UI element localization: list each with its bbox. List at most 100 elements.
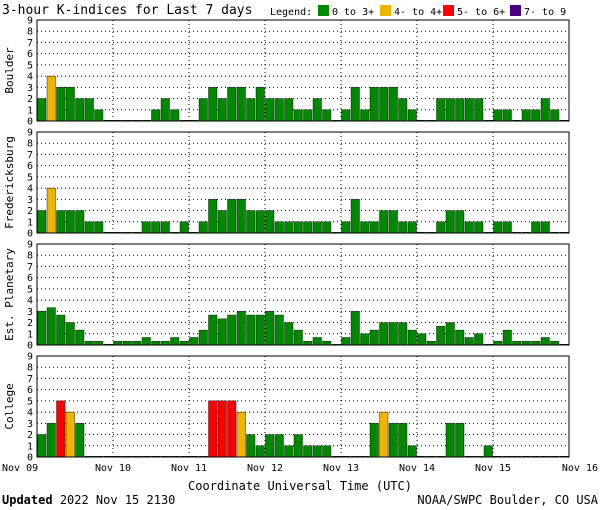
bar [56, 87, 66, 122]
bar [445, 423, 455, 458]
bar [122, 341, 132, 346]
bar [46, 75, 56, 122]
bar [151, 221, 161, 234]
bar [388, 87, 398, 122]
bar [312, 98, 322, 122]
y-tick-label: 8 [27, 139, 33, 150]
panel-label: Boulder [3, 47, 16, 94]
bar [189, 337, 199, 346]
bar [455, 329, 465, 346]
bar [198, 98, 208, 122]
y-tick-label: 0 [27, 229, 33, 240]
bar [94, 109, 104, 122]
panel-frame [36, 19, 570, 122]
bar [284, 221, 294, 234]
bar [170, 109, 180, 122]
legend-swatch [443, 5, 454, 16]
bar [540, 98, 550, 122]
bar [464, 98, 474, 122]
bar [369, 329, 379, 346]
y-tick-label: 3 [27, 83, 33, 94]
legend-entry-label: 5- to 6+ [457, 7, 505, 18]
bar [293, 109, 303, 122]
bar [341, 337, 351, 346]
bar [474, 98, 484, 122]
bar [493, 109, 503, 122]
y-tick-label: 4 [27, 184, 33, 195]
bar [398, 322, 408, 346]
bar [94, 221, 104, 234]
bar [246, 314, 256, 346]
bar [322, 341, 332, 346]
bar [84, 221, 94, 234]
bar [236, 87, 246, 122]
legend-entry-label: 7- to 9 [524, 7, 566, 18]
panel-frame [36, 131, 570, 234]
chart-title: 3-hour K-indices for Last 7 days [2, 3, 252, 18]
bar [521, 109, 531, 122]
bar [75, 329, 85, 346]
bar [198, 329, 208, 346]
y-tick-label: 6 [27, 385, 33, 396]
bar [65, 322, 75, 346]
bar [436, 98, 446, 122]
y-tick-label: 5 [27, 60, 33, 71]
bar [350, 311, 360, 346]
panel-frame [36, 355, 570, 458]
bar [255, 87, 265, 122]
bar [151, 109, 161, 122]
legend-entry-label: 4- to 4+ [394, 7, 442, 18]
bar [550, 341, 560, 346]
x-tick-label: Nov 13 [323, 463, 359, 474]
x-tick-label: Nov 16 [562, 463, 598, 474]
bar [37, 210, 47, 234]
bar [246, 210, 256, 234]
bar [493, 341, 503, 346]
bar [303, 109, 313, 122]
bar [198, 221, 208, 234]
y-tick-label: 6 [27, 273, 33, 284]
bar [303, 445, 313, 458]
bar [179, 221, 189, 234]
bar [502, 109, 512, 122]
bar [46, 307, 56, 346]
bar [502, 329, 512, 346]
y-tick-label: 9 [27, 16, 33, 27]
bar [274, 98, 284, 122]
bar [265, 98, 275, 122]
bar [255, 210, 265, 234]
bar [265, 311, 275, 346]
bar [65, 411, 75, 458]
x-tick-label: Nov 09 [2, 463, 38, 474]
x-axis-label: Coordinate Universal Time (UTC) [188, 479, 412, 493]
bar [445, 322, 455, 346]
bar [312, 221, 322, 234]
bar [455, 210, 465, 234]
bar [293, 329, 303, 346]
bar [312, 337, 322, 346]
bar [208, 400, 218, 458]
bar [65, 87, 75, 122]
bar [303, 341, 313, 346]
bar [75, 98, 85, 122]
bar [274, 314, 284, 346]
y-tick-label: 0 [27, 453, 33, 464]
bar [464, 221, 474, 234]
bar [312, 445, 322, 458]
bar [208, 199, 218, 234]
bar [56, 400, 66, 458]
bar [84, 98, 94, 122]
bar [208, 314, 218, 346]
bar [445, 98, 455, 122]
bar [407, 329, 417, 346]
bar [436, 326, 446, 346]
bar [255, 314, 265, 346]
footer-updated-label: Updated [2, 493, 53, 507]
y-tick-label: 2 [27, 318, 33, 329]
y-tick-label: 5 [27, 172, 33, 183]
bar [322, 221, 332, 234]
y-tick-label: 4 [27, 408, 33, 419]
bar [483, 445, 493, 458]
